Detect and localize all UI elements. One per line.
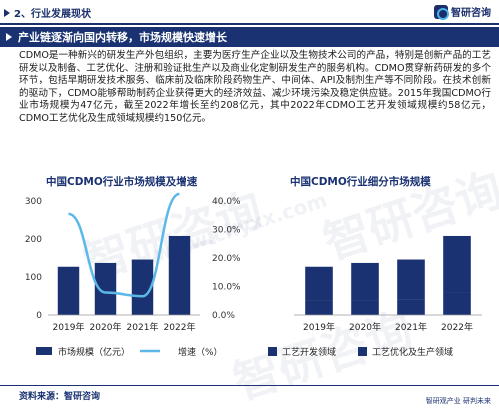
footer-slogan: 智研观产业 研判未来 (425, 397, 491, 405)
x-tick-label: 2022年 (441, 321, 473, 333)
page-header: 2、行业发展现状 智研咨询 (0, 0, 499, 24)
bar-process-optimization (305, 266, 333, 301)
y2-tick-label: 20.0% (212, 254, 241, 264)
x-tick-label: 2019年 (53, 321, 85, 333)
headline-banner: 产业链逐渐向国内转移，市场规模快速增长 (0, 27, 499, 47)
x-tick-label: 2022年 (164, 321, 196, 333)
bar-process-optimization (351, 262, 379, 301)
watermark-brand-3: 智研咨询 (227, 301, 419, 410)
y-tick-label: 100 (25, 273, 42, 283)
x-tick-label: 2020年 (90, 321, 122, 333)
legend-swatch-market-size (36, 347, 52, 355)
section-title: 2、行业发展现状 (14, 9, 91, 20)
source-note: 资料来源：智研咨询 (19, 392, 101, 402)
bar-market-size (57, 266, 80, 315)
brand-logo: 智研咨询 (434, 4, 491, 20)
bar-process-development (443, 292, 471, 315)
headline-arrow-icon (6, 33, 12, 41)
y-tick-label: 200 (25, 235, 42, 245)
y2-tick-label: 10.0% (212, 283, 241, 293)
bar-process-optimization (397, 259, 425, 300)
x-tick-label: 2021年 (127, 321, 159, 333)
bar-process-development (305, 300, 333, 315)
chart-title-market-size: 中国CDMO行业市场规模及增速 (46, 176, 198, 188)
body-paragraph: CDMO是一种新兴的研发生产外包组织，主要为医疗生产企业以及生物技术公司的产品，… (19, 50, 491, 124)
chart-title-segments: 中国CDMO行业细分市场规模 (290, 176, 431, 188)
headline-text: 产业链逐渐向国内转移，市场规模快速增长 (18, 31, 227, 44)
header-divider (0, 23, 499, 25)
section-marker-icon (4, 9, 10, 17)
footer-divider (0, 385, 499, 386)
legend-label-growth-rate: 增速（%） (178, 346, 223, 358)
y2-tick-label: 0.0% (212, 311, 235, 321)
watermark-brand-2: 智研咨询 (317, 161, 499, 270)
bar-process-optimization (443, 235, 471, 293)
legend-label-market-size: 市场规模（亿元） (58, 346, 130, 358)
logo-text: 智研咨询 (451, 8, 491, 19)
y-tick-label: 300 (25, 197, 42, 207)
y-tick-label: 0 (36, 311, 42, 321)
logo-icon (434, 4, 449, 20)
